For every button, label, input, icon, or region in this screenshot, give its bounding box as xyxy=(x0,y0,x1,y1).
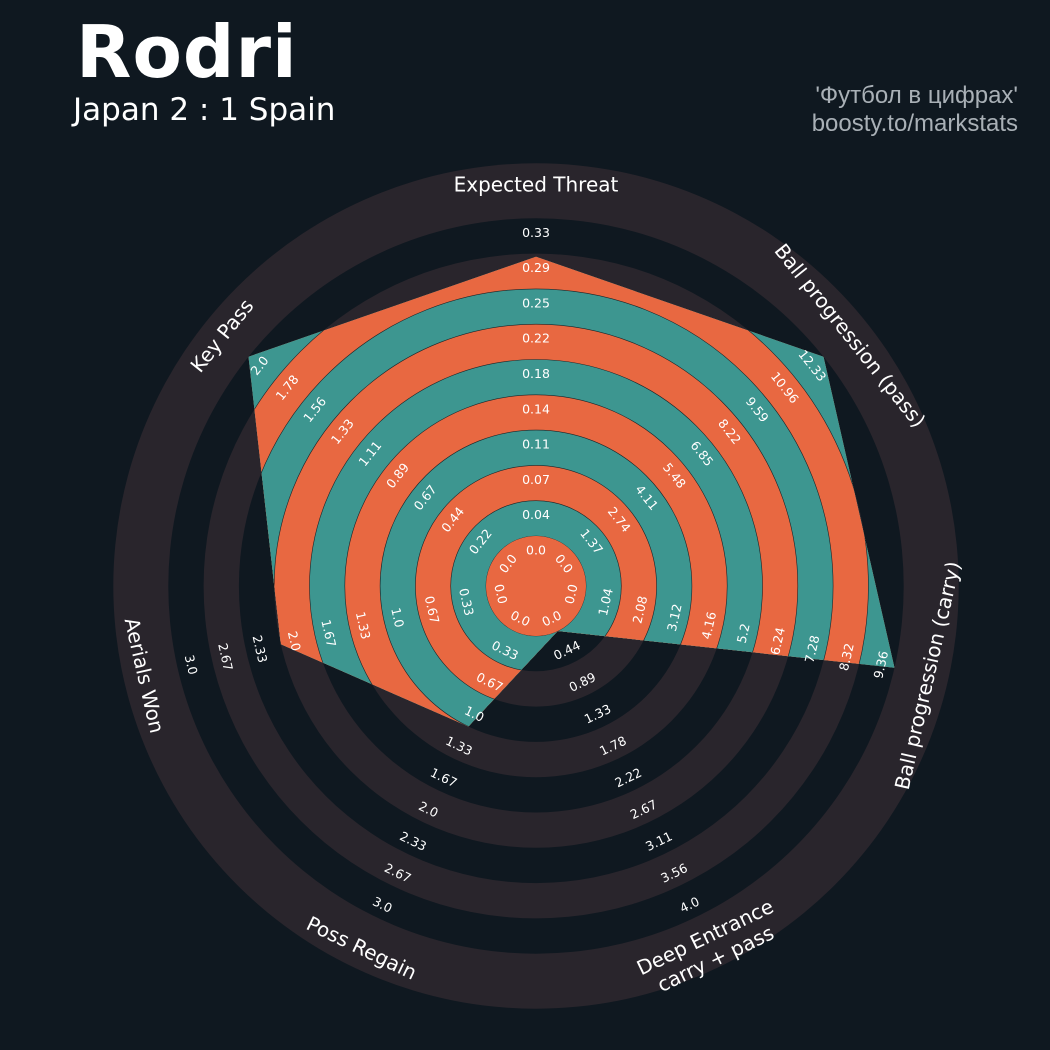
tick-label: 9.36 xyxy=(870,649,891,680)
tick-label: 0.67 xyxy=(422,594,443,624)
credit-line-1: 'Футбол в цифрах' xyxy=(815,82,1018,109)
player-ring-highlights xyxy=(248,256,895,727)
tick-label: 2.0 xyxy=(285,630,304,653)
match-subtitle: Japan 2 : 1 Spain xyxy=(73,92,336,128)
tick-label: 6.24 xyxy=(767,626,788,657)
param-label-line: Expected Threat xyxy=(454,172,619,196)
tick-label: 0.0 xyxy=(491,583,510,606)
tick-label: 0.07 xyxy=(522,472,550,487)
tick-label: 1.04 xyxy=(595,587,616,618)
tick-label: 1.33 xyxy=(353,610,374,640)
tick-label: 3.12 xyxy=(664,602,685,632)
tick-label: 2.67 xyxy=(215,642,236,672)
tick-label: 0.25 xyxy=(522,295,550,310)
tick-label: 0.18 xyxy=(522,366,550,381)
credit-line-2: boosty.to/markstats xyxy=(811,110,1018,137)
tick-label: 0.04 xyxy=(522,507,550,522)
tick-label: 0.14 xyxy=(522,401,550,416)
tick-label: 7.28 xyxy=(802,634,823,665)
tick-label: 0.29 xyxy=(522,260,550,275)
tick-label: 2.33 xyxy=(250,634,271,664)
player-area xyxy=(248,256,895,727)
tick-label: 1.67 xyxy=(318,618,339,648)
tick-label: 1.0 xyxy=(388,606,407,629)
param-label: Expected Threat xyxy=(454,172,619,196)
tick-label: 0.0 xyxy=(562,583,581,606)
chart-title: Rodri xyxy=(76,10,298,94)
tick-label: 0.0 xyxy=(526,543,546,558)
tick-label: 2.08 xyxy=(629,594,650,625)
player-ring-center xyxy=(486,536,586,636)
tick-label: 0.33 xyxy=(456,587,477,617)
tick-label: 5.2 xyxy=(734,622,753,645)
tick-label: 3.0 xyxy=(182,653,201,676)
tick-label: 4.16 xyxy=(698,610,719,641)
tick-label: 0.11 xyxy=(522,437,550,452)
tick-label: 0.22 xyxy=(522,331,550,346)
tick-label: 8.32 xyxy=(836,642,857,672)
tick-label: 0.33 xyxy=(522,225,550,240)
